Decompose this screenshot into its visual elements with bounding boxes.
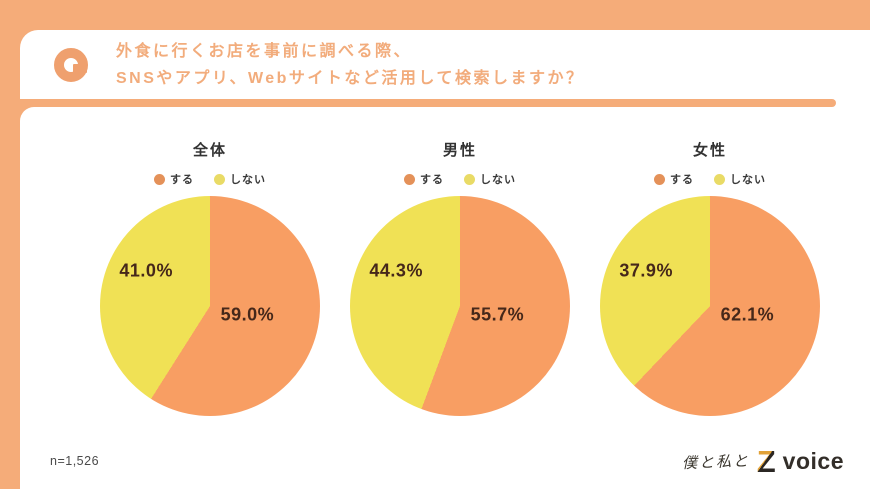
frame-left-band xyxy=(0,0,20,489)
pie-value-suru: 62.1% xyxy=(720,304,775,325)
question-line-2: SNSやアプリ、Webサイトなど活用して検索しますか？ xyxy=(116,69,585,87)
pie-value-suru: 55.7% xyxy=(470,304,525,325)
pie-value-shinai: 44.3% xyxy=(369,260,423,281)
legend-dot-suru-icon xyxy=(654,173,665,185)
frame-top-band xyxy=(0,0,870,30)
chart-title: 全体 xyxy=(192,142,227,159)
legend-label-suru: する xyxy=(170,174,194,186)
sample-size-label: n=1,526 xyxy=(50,454,100,468)
chart-legend: する しない xyxy=(340,171,580,187)
chart-column-overall: 全体 する しない 59.0% 41.0% xyxy=(90,139,330,416)
logo-z-mark-icon: Z xyxy=(756,444,776,479)
legend-item-shinai: しない xyxy=(714,171,766,187)
pie-value-shinai: 37.9% xyxy=(619,260,673,281)
chart-title: 男性 xyxy=(442,142,477,159)
results-card: 全体 する しない 59.0% 41.0% 男性 xyxy=(20,107,870,489)
legend-item-suru: する xyxy=(654,171,694,187)
legend-dot-shinai-icon xyxy=(214,173,225,185)
pie-chart-female: 62.1% 37.9% xyxy=(600,196,820,416)
chart-title: 女性 xyxy=(692,142,727,159)
legend-item-suru: する xyxy=(404,171,444,187)
legend-label-suru: する xyxy=(670,174,694,186)
legend-dot-suru-icon xyxy=(404,173,415,185)
question-header-card: 外食に行くお店を事前に調べる際、 SNSやアプリ、Webサイトなど活用して検索し… xyxy=(20,30,870,99)
pie-value-suru: 59.0% xyxy=(220,304,275,325)
chart-legend: する しない xyxy=(90,171,330,187)
logo-handwritten-text: 僕と私と xyxy=(681,451,751,473)
question-line-1: 外食に行くお店を事前に調べる際、 xyxy=(116,42,413,60)
chart-column-male: 男性 する しない 55.7% 44.3% xyxy=(340,139,580,416)
question-text: 外食に行くお店を事前に調べる際、 SNSやアプリ、Webサイトなど活用して検索し… xyxy=(116,38,584,92)
legend-label-shinai: しない xyxy=(480,174,516,186)
question-q-icon xyxy=(54,47,88,82)
legend-dot-shinai-icon xyxy=(464,173,475,185)
pie-chart-male: 55.7% 44.3% xyxy=(350,196,570,416)
legend-label-shinai: しない xyxy=(730,174,766,186)
header-separator-bar xyxy=(20,99,836,107)
legend-label-suru: する xyxy=(420,174,444,186)
chart-column-female: 女性 する しない 62.1% 37.9% xyxy=(590,139,830,416)
legend-item-suru: する xyxy=(154,171,194,187)
legend-item-shinai: しない xyxy=(464,171,516,187)
pie-chart-overall: 59.0% 41.0% xyxy=(100,196,320,416)
legend-label-shinai: しない xyxy=(230,174,266,186)
logo-voice-text: voice xyxy=(782,448,844,474)
q-icon-tail xyxy=(73,63,87,73)
legend-dot-suru-icon xyxy=(154,173,165,185)
legend-item-shinai: しない xyxy=(214,171,266,187)
brand-logo: 僕と私と Z voice xyxy=(681,444,844,479)
legend-dot-shinai-icon xyxy=(714,173,725,185)
pie-value-shinai: 41.0% xyxy=(119,260,173,281)
chart-legend: する しない xyxy=(590,171,830,187)
charts-row: 全体 する しない 59.0% 41.0% 男性 xyxy=(20,107,870,416)
